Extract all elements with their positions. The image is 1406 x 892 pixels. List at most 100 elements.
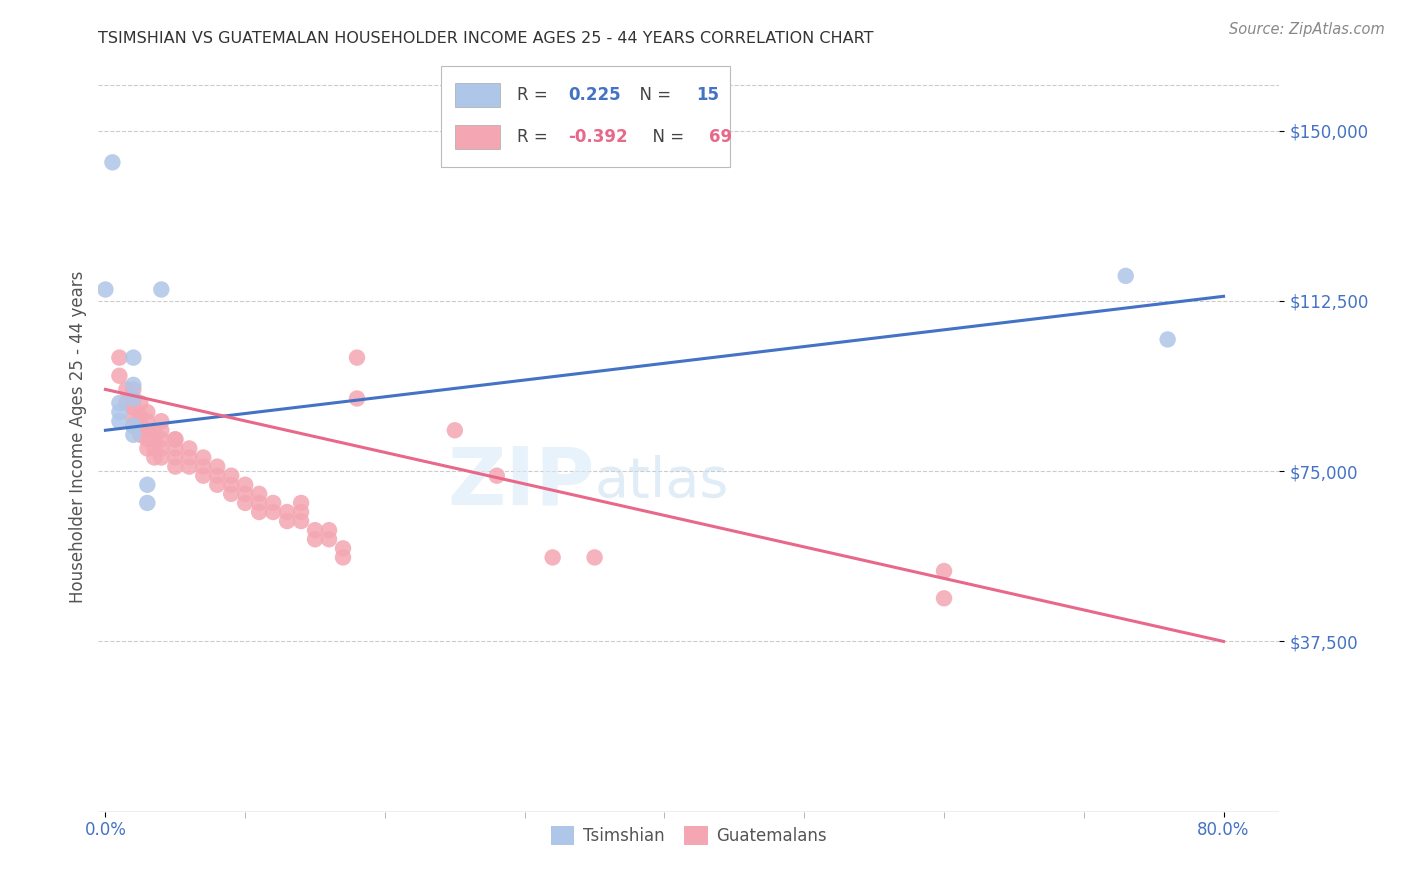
Point [332,550,354,565]
Point [129,409,152,424]
FancyBboxPatch shape [456,126,501,149]
Point [165,450,187,465]
Point [94,283,117,297]
Text: ZIP: ZIP [447,443,595,521]
Point [304,533,326,547]
Y-axis label: Householder Income Ages 25 - 44 years: Householder Income Ages 25 - 44 years [69,271,87,603]
Point [932,591,955,606]
Point [115,383,138,397]
Point [179,450,201,465]
Point [122,427,145,442]
Point [541,550,564,565]
Point [318,523,340,537]
Point [122,392,145,406]
Point [136,414,159,428]
Point [143,442,166,456]
Point [115,396,138,410]
Point [443,423,465,437]
Point [122,383,145,397]
Point [179,459,201,474]
Point [290,496,312,510]
Point [108,368,131,383]
Point [205,459,228,474]
Point [304,523,326,537]
Text: 0.225: 0.225 [568,86,621,103]
Text: -0.392: -0.392 [568,128,628,146]
Point [136,405,159,419]
Point [101,155,124,169]
Point [219,477,242,491]
FancyBboxPatch shape [441,66,730,168]
Point [193,468,215,483]
Point [150,433,173,447]
Point [205,477,228,491]
Point [165,433,187,447]
Point [165,442,187,456]
Point [150,423,173,437]
Point [233,477,256,491]
Point [136,433,159,447]
Point [219,487,242,501]
Point [346,392,368,406]
Text: 15: 15 [696,86,718,103]
Point [143,433,166,447]
Point [136,423,159,437]
Text: R =: R = [516,128,553,146]
Point [122,418,145,433]
Point [108,414,131,428]
Point [179,442,201,456]
Text: Source: ZipAtlas.com: Source: ZipAtlas.com [1229,22,1385,37]
Point [247,496,270,510]
Point [193,459,215,474]
Point [262,496,284,510]
Point [143,423,166,437]
Point [932,564,955,578]
Point [485,468,508,483]
Point [122,377,145,392]
Point [136,477,159,491]
Point [247,487,270,501]
Point [136,496,159,510]
Point [290,505,312,519]
Point [122,392,145,406]
Point [318,533,340,547]
Point [150,450,173,465]
Point [332,541,354,556]
Point [290,514,312,528]
Text: R =: R = [516,86,553,103]
Point [108,405,131,419]
Text: atlas: atlas [595,455,728,509]
Point [165,459,187,474]
Point [122,351,145,365]
Point [247,505,270,519]
Text: 69: 69 [709,128,733,146]
FancyBboxPatch shape [456,83,501,107]
Point [136,442,159,456]
Point [122,401,145,415]
Point [108,396,131,410]
Point [346,351,368,365]
Point [276,514,298,528]
Point [150,283,173,297]
Legend: Tsimshian, Guatemalans: Tsimshian, Guatemalans [544,820,834,852]
Point [122,418,145,433]
Point [193,450,215,465]
Point [233,496,256,510]
Point [1156,333,1178,347]
Point [122,409,145,424]
Point [233,487,256,501]
Point [129,427,152,442]
Point [583,550,606,565]
Point [143,450,166,465]
Text: TSIMSHIAN VS GUATEMALAN HOUSEHOLDER INCOME AGES 25 - 44 YEARS CORRELATION CHART: TSIMSHIAN VS GUATEMALAN HOUSEHOLDER INCO… [98,31,875,46]
Point [1115,268,1137,283]
Point [205,468,228,483]
Point [108,351,131,365]
Point [165,433,187,447]
Text: N =: N = [628,86,676,103]
Point [150,414,173,428]
Point [150,442,173,456]
Text: N =: N = [641,128,689,146]
Point [262,505,284,519]
Point [276,505,298,519]
